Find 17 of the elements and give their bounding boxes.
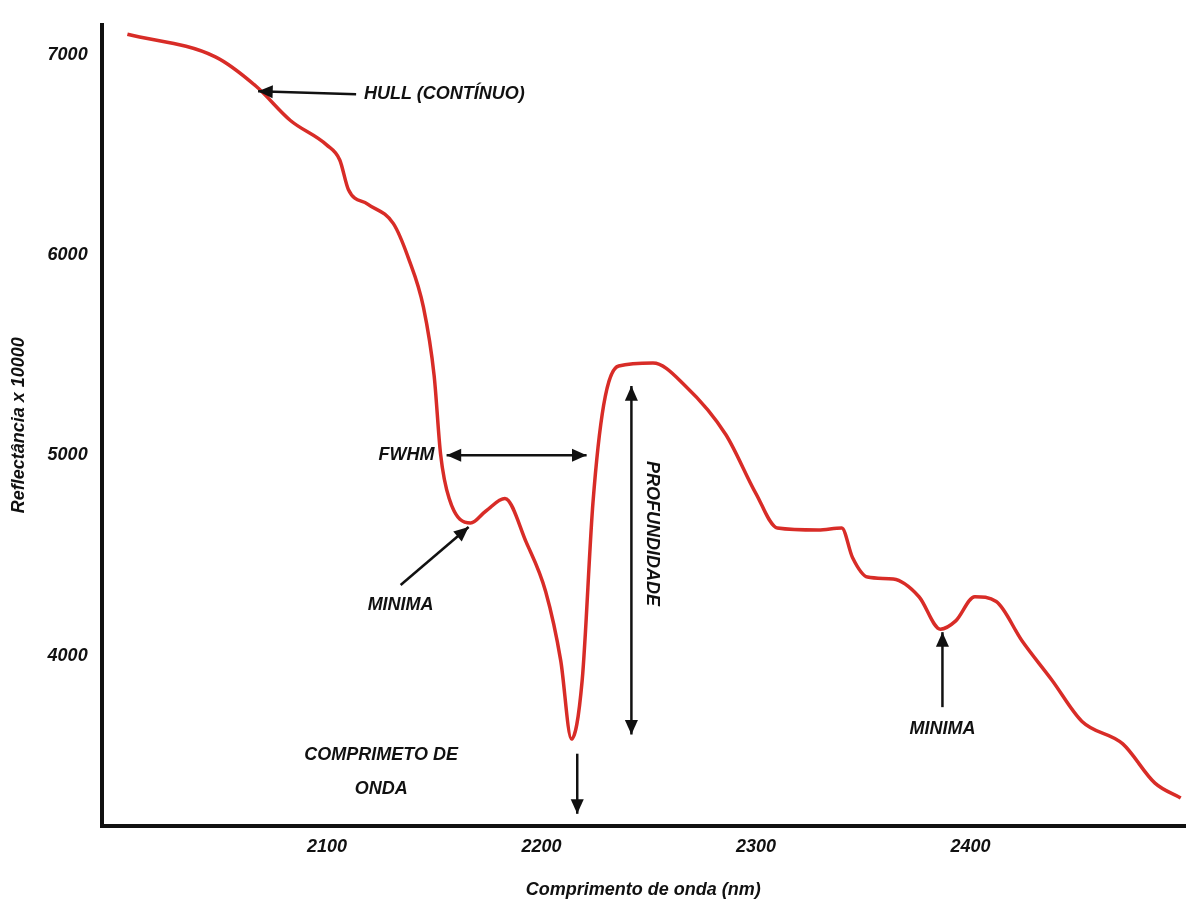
- annotation: MINIMA: [909, 718, 976, 739]
- y-axis-title: Reflectância x 10000: [7, 337, 28, 514]
- annotation: COMPRIMETO DE ONDA: [304, 744, 459, 799]
- x-tick-label: 2100: [305, 835, 347, 856]
- annotation: PROFUNDIDADE: [643, 460, 664, 607]
- y-tick-label: 7000: [47, 43, 88, 64]
- x-tick-label: 2400: [949, 835, 991, 856]
- annotation: HULL (CONTÍNUO): [364, 82, 525, 104]
- y-tick-label: 5000: [47, 444, 88, 465]
- x-axis-title: Comprimento de onda (nm): [525, 879, 761, 900]
- annotation: FWHM: [378, 444, 436, 465]
- y-tick-label: 6000: [47, 244, 88, 265]
- y-tick-label: 4000: [46, 644, 88, 665]
- x-tick-label: 2300: [734, 835, 776, 856]
- x-tick-label: 2200: [520, 835, 562, 856]
- line-series: [125, 32, 1183, 800]
- annotation: MINIMA: [367, 593, 434, 614]
